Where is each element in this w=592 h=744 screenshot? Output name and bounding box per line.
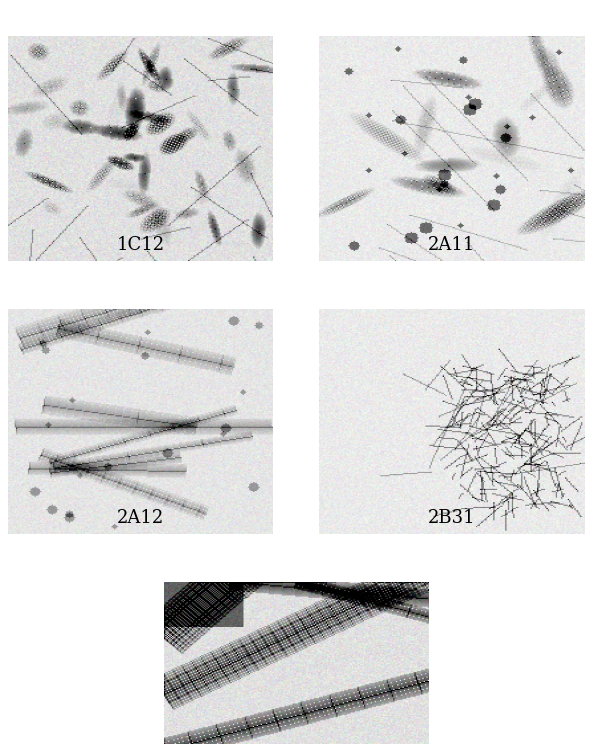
Text: 1C12: 1C12 <box>117 236 165 254</box>
Text: 2B31: 2B31 <box>427 509 475 527</box>
Text: 2A12: 2A12 <box>117 509 164 527</box>
Text: 2A11: 2A11 <box>428 236 475 254</box>
